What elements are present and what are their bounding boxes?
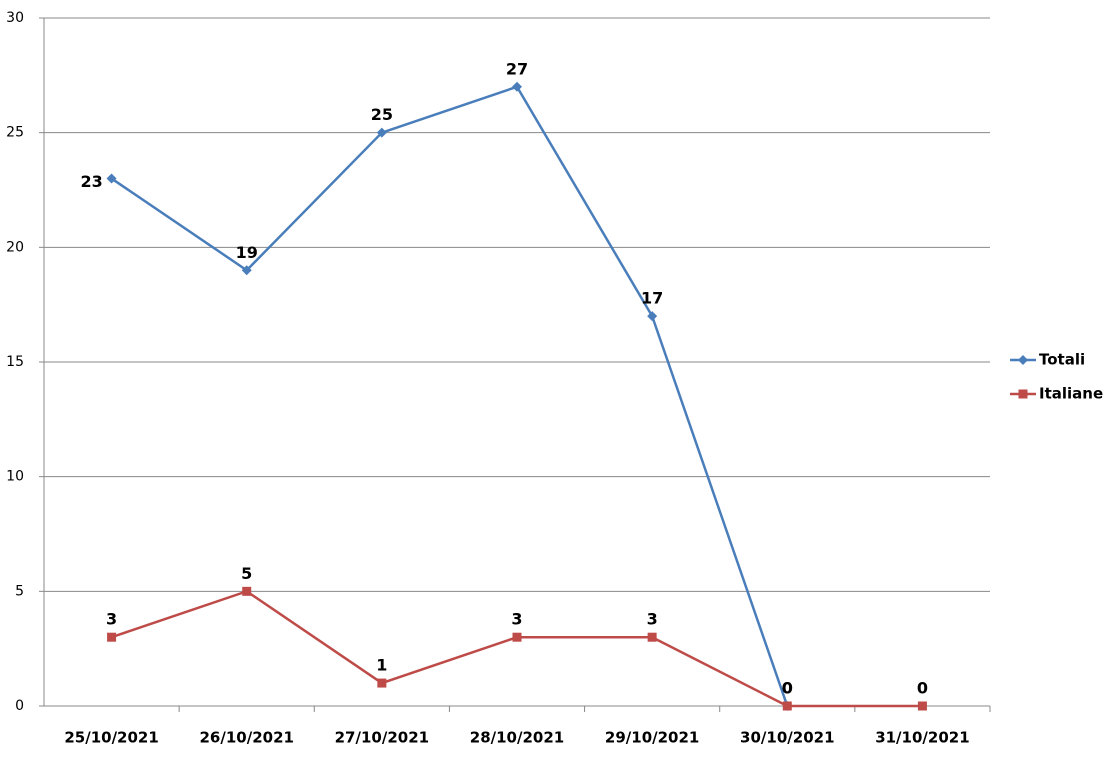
y-tick-label: 25 xyxy=(6,125,24,141)
data-label: 17 xyxy=(641,289,663,308)
series-line xyxy=(111,589,923,708)
data-point xyxy=(782,701,792,711)
data-label: 0 xyxy=(917,679,928,698)
data-label: 5 xyxy=(241,564,252,583)
x-tick-label: 30/10/2021 xyxy=(740,729,834,747)
data-point xyxy=(512,632,522,642)
data-label: 3 xyxy=(647,610,658,629)
y-tick-label: 0 xyxy=(15,698,24,714)
series-line xyxy=(110,85,789,707)
legend-label: Italiane xyxy=(1039,385,1103,403)
data-label: 3 xyxy=(106,610,117,629)
data-point xyxy=(107,632,117,642)
legend-label: Totali xyxy=(1039,351,1085,369)
y-tick-label: 15 xyxy=(6,354,24,370)
data-point xyxy=(917,701,927,711)
data-label: 27 xyxy=(506,59,528,78)
data-label: 19 xyxy=(236,243,258,262)
x-tick-label: 31/10/2021 xyxy=(875,729,969,747)
data-point xyxy=(241,265,252,276)
data-point xyxy=(647,311,658,322)
data-point xyxy=(512,81,522,92)
x-tick-label: 28/10/2021 xyxy=(470,729,564,747)
data-point xyxy=(376,127,387,138)
data-point xyxy=(647,632,657,642)
y-tick-label: 30 xyxy=(6,10,24,26)
legend-marker xyxy=(1018,389,1028,399)
x-tick-label: 26/10/2021 xyxy=(199,729,293,747)
data-label: 25 xyxy=(371,105,393,124)
data-label: 23 xyxy=(80,172,102,191)
data-point xyxy=(106,173,117,184)
data-label: 0 xyxy=(782,679,793,698)
y-tick-label: 20 xyxy=(6,239,24,255)
y-tick-label: 5 xyxy=(15,583,24,599)
x-tick-label: 29/10/2021 xyxy=(605,729,699,747)
y-tick-label: 10 xyxy=(6,469,24,485)
legend-marker xyxy=(1018,355,1028,365)
data-label: 1 xyxy=(376,656,387,675)
data-point xyxy=(377,678,387,688)
data-label: 3 xyxy=(511,610,522,629)
data-point xyxy=(242,586,252,596)
x-tick-label: 25/10/2021 xyxy=(64,729,158,747)
data-label: 0 xyxy=(782,679,793,698)
x-tick-label: 27/10/2021 xyxy=(335,729,429,747)
